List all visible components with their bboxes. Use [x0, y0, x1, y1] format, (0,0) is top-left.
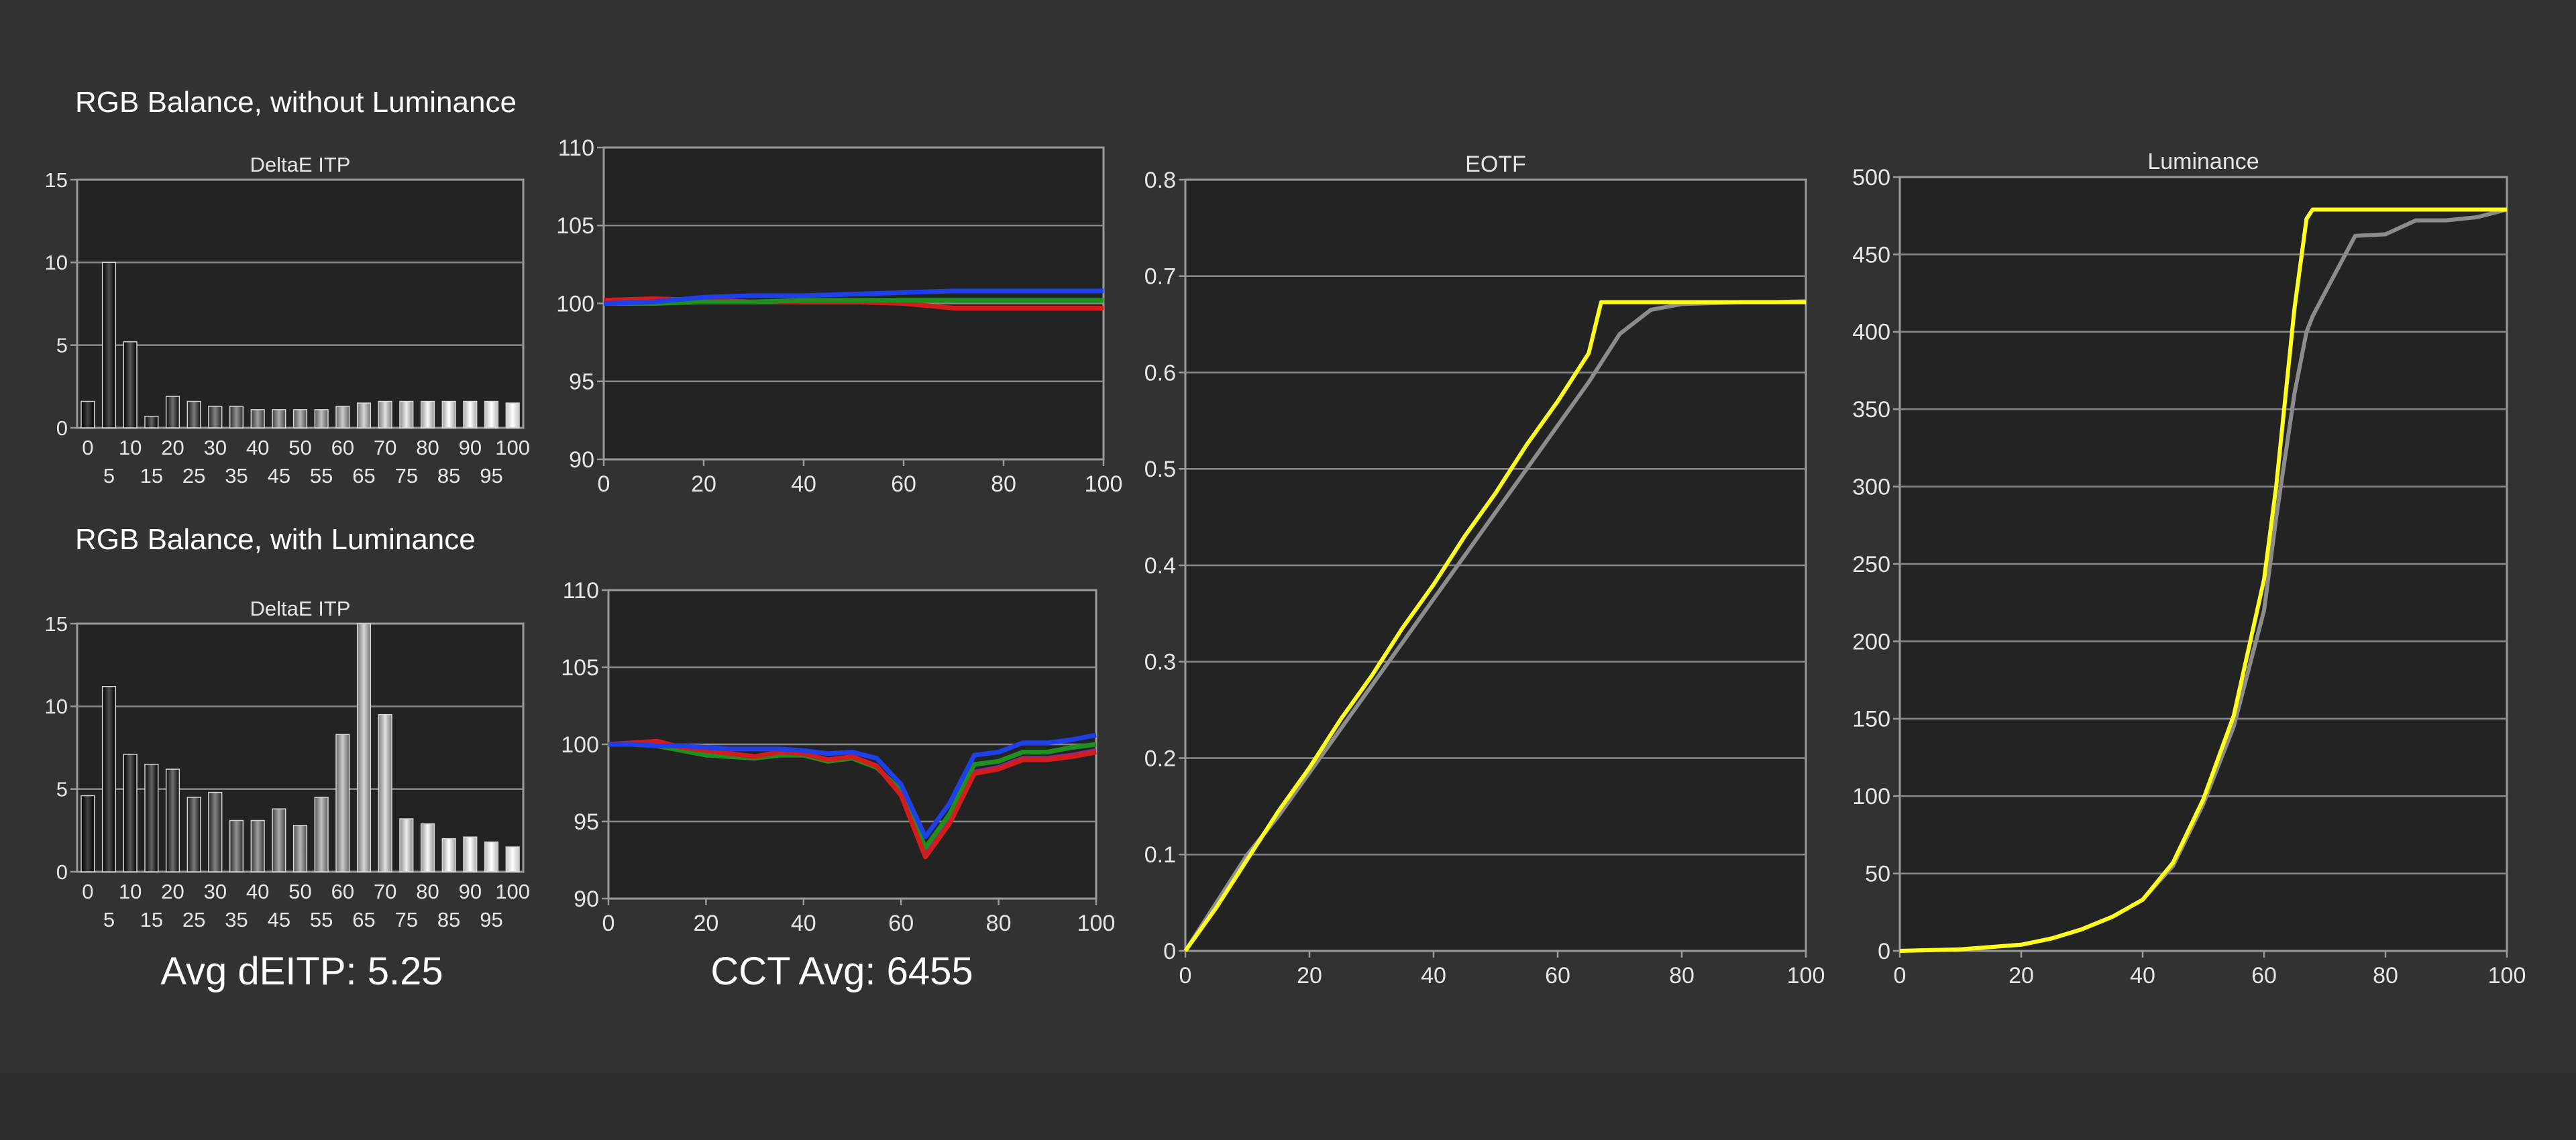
x-tick-label: 35	[225, 464, 248, 488]
y-tick-label: 10	[45, 251, 68, 274]
bar-20	[165, 396, 180, 429]
x-tick-label: 65	[352, 464, 375, 488]
x-tick-label: 100	[495, 436, 530, 459]
x-tick-label: 50	[288, 436, 311, 459]
chart-title: DeltaE ITP	[250, 153, 351, 176]
bar-100	[505, 402, 520, 429]
bar-75	[399, 400, 414, 429]
x-tick-label: 45	[268, 464, 290, 488]
bar-70	[378, 400, 392, 429]
bar-15	[144, 415, 159, 429]
bar-60	[335, 406, 350, 429]
bar-0	[80, 400, 95, 429]
x-tick-label: 70	[374, 436, 396, 459]
section-title-with-luminance: RGB Balance, with Luminance	[75, 523, 476, 556]
x-tick-label: 10	[119, 436, 142, 459]
bar-80	[420, 400, 435, 429]
bar-50	[292, 409, 308, 429]
bar-35	[229, 406, 244, 429]
bar-5	[101, 262, 117, 429]
x-tick-label: 90	[459, 436, 482, 459]
bar-90	[463, 400, 478, 429]
x-tick-label: 20	[161, 436, 184, 459]
x-tick-label: 5	[103, 464, 115, 488]
x-tick-label: 0	[82, 436, 93, 459]
x-tick-label: 85	[437, 464, 460, 488]
x-tick-label: 80	[416, 436, 439, 459]
x-tick-label: 25	[182, 464, 205, 488]
bar-45	[272, 409, 286, 429]
bar-85	[441, 400, 456, 429]
avg-deitp-summary: Avg dEITP: 5.25	[160, 950, 443, 993]
bar-95	[484, 400, 499, 429]
y-tick-label: 5	[56, 334, 68, 357]
x-tick-label: 75	[395, 464, 418, 488]
x-tick-label: 30	[204, 436, 227, 459]
x-tick-label: 15	[140, 464, 163, 488]
x-tick-label: 60	[331, 436, 354, 459]
bar-40	[250, 409, 265, 429]
y-tick-label: 15	[45, 168, 68, 192]
x-tick-label: 55	[310, 464, 333, 488]
plot-area	[76, 178, 525, 429]
bar-10	[123, 341, 138, 429]
calibration-report-canvas: RGB Balance, without Luminance RGB Balan…	[44, 86, 2526, 993]
y-tick-label: 0	[56, 416, 68, 440]
deitp-without-luminance-chart: DeltaE ITP051015051015202530354045505560…	[45, 153, 531, 488]
x-tick-label: 95	[480, 464, 502, 488]
bar-55	[314, 409, 329, 429]
bar-25	[186, 400, 201, 429]
cct-avg-summary: CCT Avg: 6455	[710, 950, 973, 993]
section-title-without-luminance: RGB Balance, without Luminance	[75, 86, 517, 119]
x-tick-label: 40	[246, 436, 269, 459]
bar-65	[356, 402, 372, 429]
bar-30	[208, 406, 223, 429]
